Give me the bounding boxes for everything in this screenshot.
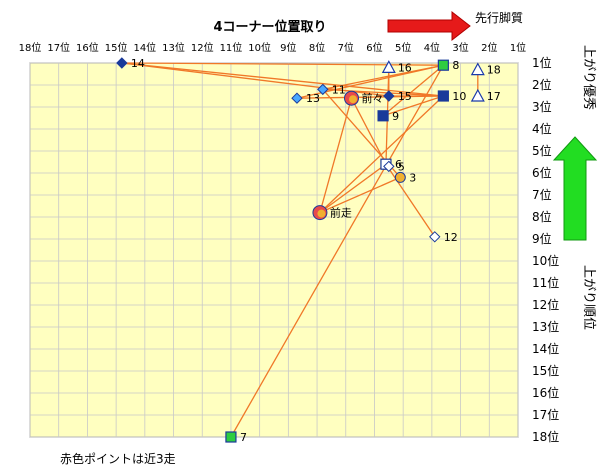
point-label: 前々: [362, 91, 384, 105]
y-tick-labels: 1位 2位 3位 4位 5位 6位 7位 8位 9位 10位 11位 12位 13位 14位 15位 16位 1…: [532, 55, 559, 444]
data-point-square: [437, 59, 449, 71]
point-labels: 14 16 8 18 11 13 前々 15 10 17 9 653 前走 12 7: [131, 57, 501, 444]
point-label: 11: [332, 83, 346, 96]
data-point-diamond: [383, 90, 395, 102]
x-tick-label: 1位: [510, 41, 526, 54]
data-point-circle: [394, 171, 406, 183]
point-label: 13: [306, 92, 320, 105]
top-right-label: 先行脚質: [475, 10, 523, 25]
x-tick-label: 10位: [248, 41, 271, 54]
point-label: 5: [398, 160, 405, 173]
point-label: 9: [392, 110, 399, 123]
chart-title: 4コーナー位置取り: [213, 19, 326, 35]
y-tick-label: 1位: [532, 55, 552, 70]
point-label: 12: [444, 231, 458, 244]
connection-line: [319, 95, 444, 214]
x-tick-label: 16位: [76, 41, 99, 54]
y-tick-label: 3位: [532, 99, 552, 114]
x-tick-label: 7位: [338, 41, 354, 54]
y-tick-label: 10位: [532, 253, 559, 268]
data-point-diamond: [317, 83, 329, 96]
data-point-recent-inner: [349, 95, 358, 104]
grid: [29, 62, 519, 438]
x-tick-labels: 18位 17位 16位 15位 14位 13位 12位 11位 10位 9位 8位 7位 6位 5位 4位 3…: [19, 41, 527, 54]
point-label: 17: [487, 90, 501, 103]
connection-line: [230, 64, 444, 438]
y-tick-label: 18位: [532, 429, 559, 444]
data-point-triangle: [470, 62, 485, 76]
green-arrow-icon: [552, 136, 598, 241]
x-tick-label: 13位: [162, 41, 185, 54]
data-point-square: [437, 90, 449, 102]
x-tick-label: 11位: [220, 41, 243, 54]
connection-line: [382, 95, 444, 117]
y-tick-label: 12位: [532, 297, 559, 312]
point-label: 18: [487, 64, 501, 77]
x-tick-label: 17位: [47, 41, 70, 54]
data-point-diamond: [116, 57, 128, 69]
y-tick-label: 8位: [532, 209, 552, 224]
y-tick-label: 14位: [532, 341, 559, 356]
x-tick-label: 4位: [424, 41, 440, 54]
connection-line: [322, 64, 444, 91]
red-arrow-icon: [387, 10, 471, 42]
y-tick-label: 7位: [532, 187, 552, 202]
data-point-diamond: [383, 160, 395, 173]
x-tick-label: 5位: [395, 41, 411, 54]
y-tick-label: 4位: [532, 121, 552, 136]
data-point-diamond: [291, 92, 303, 104]
x-tick-label: 2位: [481, 41, 497, 54]
point-label: 3: [409, 171, 416, 184]
y-tick-label: 6位: [532, 165, 552, 180]
y-tick-label: 13位: [532, 319, 559, 334]
point-label: 16: [398, 61, 412, 74]
x-tick-label: 14位: [133, 41, 156, 54]
point-label: 前走: [330, 206, 352, 220]
x-tick-label: 3位: [452, 41, 468, 54]
connection-line: [319, 176, 401, 214]
data-point-square: [225, 431, 237, 443]
connection-line: [382, 64, 444, 117]
x-tick-label: 8位: [309, 41, 325, 54]
right-top-label: 上がり優秀: [581, 45, 596, 110]
connection-line: [121, 62, 444, 97]
connection-line: [319, 163, 387, 214]
y-tick-label: 5位: [532, 143, 552, 158]
connection-line: [350, 97, 387, 165]
right-bottom-label: 上がり順位: [581, 265, 596, 330]
plot-area: [29, 62, 519, 438]
y-tick-label: 17位: [532, 407, 559, 422]
point-label: 6: [395, 158, 402, 171]
data-point-triangle: [381, 60, 396, 74]
point-label: 10: [452, 90, 466, 103]
point-label: 15: [398, 90, 412, 103]
x-tick-label: 9位: [280, 41, 296, 54]
y-tick-label: 15位: [532, 363, 559, 378]
point-label: 7: [240, 431, 247, 444]
x-tick-label: 15位: [105, 41, 128, 54]
data-point-triangle: [470, 88, 485, 102]
y-tick-label: 11位: [532, 275, 559, 290]
x-tick-label: 18位: [19, 41, 42, 54]
connection-line: [322, 88, 444, 97]
footnote: 赤色ポイントは近3走: [60, 452, 176, 466]
data-point-diamond: [429, 231, 441, 243]
x-tick-label: 6位: [366, 41, 382, 54]
y-tick-label: 2位: [532, 77, 552, 92]
point-label: 8: [452, 59, 459, 72]
connection-line: [319, 98, 353, 213]
x-tick-label: 12位: [191, 41, 214, 54]
point-label: 14: [131, 57, 145, 70]
data-point-recent-inner: [317, 209, 326, 218]
y-tick-label: 16位: [532, 385, 559, 400]
data-point-square: [377, 110, 389, 122]
connection-line: [385, 163, 436, 238]
y-tick-label: 9位: [532, 231, 552, 246]
data-points: [116, 57, 485, 443]
